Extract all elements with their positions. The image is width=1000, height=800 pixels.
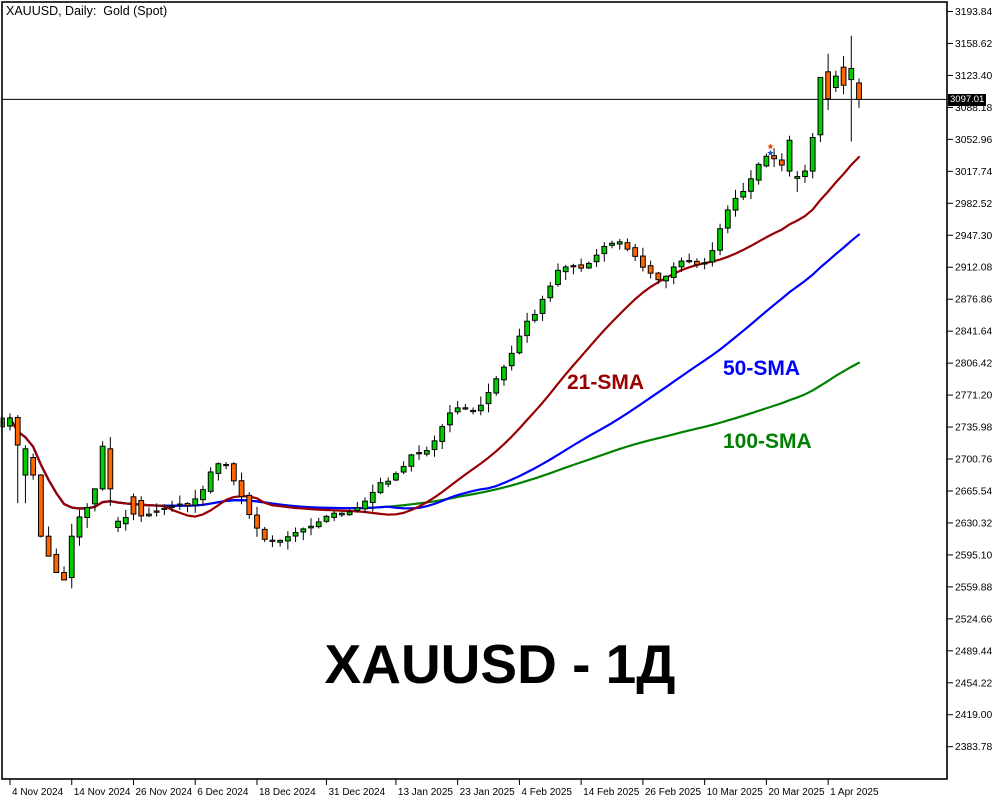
svg-text:2489.44: 2489.44 bbox=[955, 646, 992, 657]
svg-text:2665.54: 2665.54 bbox=[955, 486, 992, 497]
svg-text:XAUUSD - 1Д: XAUUSD - 1Д bbox=[325, 633, 676, 695]
svg-text:2454.22: 2454.22 bbox=[955, 678, 992, 689]
svg-text:3017.74: 3017.74 bbox=[955, 167, 992, 178]
svg-text:18 Dec 2024: 18 Dec 2024 bbox=[259, 787, 316, 798]
svg-text:2947.30: 2947.30 bbox=[955, 231, 992, 242]
svg-text:23 Jan 2025: 23 Jan 2025 bbox=[460, 787, 515, 798]
svg-text:4 Nov 2024: 4 Nov 2024 bbox=[12, 787, 64, 798]
svg-text:2876.86: 2876.86 bbox=[955, 295, 992, 306]
svg-text:2383.78: 2383.78 bbox=[955, 742, 992, 753]
svg-text:2559.88: 2559.88 bbox=[955, 582, 992, 593]
svg-text:2771.20: 2771.20 bbox=[955, 391, 992, 402]
svg-text:3052.96: 3052.96 bbox=[955, 135, 992, 146]
svg-text:6 Dec 2024: 6 Dec 2024 bbox=[197, 787, 249, 798]
svg-text:20 Mar 2025: 20 Mar 2025 bbox=[768, 787, 825, 798]
svg-text:1 Apr 2025: 1 Apr 2025 bbox=[830, 787, 879, 798]
svg-text:3158.62: 3158.62 bbox=[955, 39, 992, 50]
svg-text:3193.84: 3193.84 bbox=[955, 7, 992, 18]
svg-text:21-SMA: 21-SMA bbox=[567, 371, 644, 394]
svg-text:100-SMA: 100-SMA bbox=[723, 430, 812, 453]
svg-text:2700.76: 2700.76 bbox=[955, 455, 992, 466]
svg-text:2982.52: 2982.52 bbox=[955, 199, 992, 210]
svg-text:14 Feb 2025: 14 Feb 2025 bbox=[583, 787, 640, 798]
svg-text:2524.66: 2524.66 bbox=[955, 614, 992, 625]
svg-text:2630.32: 2630.32 bbox=[955, 518, 992, 529]
svg-text:10 Mar 2025: 10 Mar 2025 bbox=[707, 787, 764, 798]
svg-text:2735.98: 2735.98 bbox=[955, 423, 992, 434]
svg-text:2841.64: 2841.64 bbox=[955, 327, 992, 338]
svg-text:31 Dec 2024: 31 Dec 2024 bbox=[328, 787, 385, 798]
svg-text:2595.10: 2595.10 bbox=[955, 550, 992, 561]
svg-text:4 Feb 2025: 4 Feb 2025 bbox=[521, 787, 572, 798]
svg-text:50-SMA: 50-SMA bbox=[723, 357, 800, 380]
svg-text:2912.08: 2912.08 bbox=[955, 263, 992, 274]
svg-text:13 Jan 2025: 13 Jan 2025 bbox=[398, 787, 453, 798]
svg-text:14 Nov 2024: 14 Nov 2024 bbox=[74, 787, 131, 798]
svg-text:2806.42: 2806.42 bbox=[955, 359, 992, 370]
svg-text:26 Nov 2024: 26 Nov 2024 bbox=[135, 787, 192, 798]
svg-text:3123.40: 3123.40 bbox=[955, 71, 992, 82]
svg-text:2419.00: 2419.00 bbox=[955, 710, 992, 721]
svg-text:26 Feb 2025: 26 Feb 2025 bbox=[645, 787, 702, 798]
